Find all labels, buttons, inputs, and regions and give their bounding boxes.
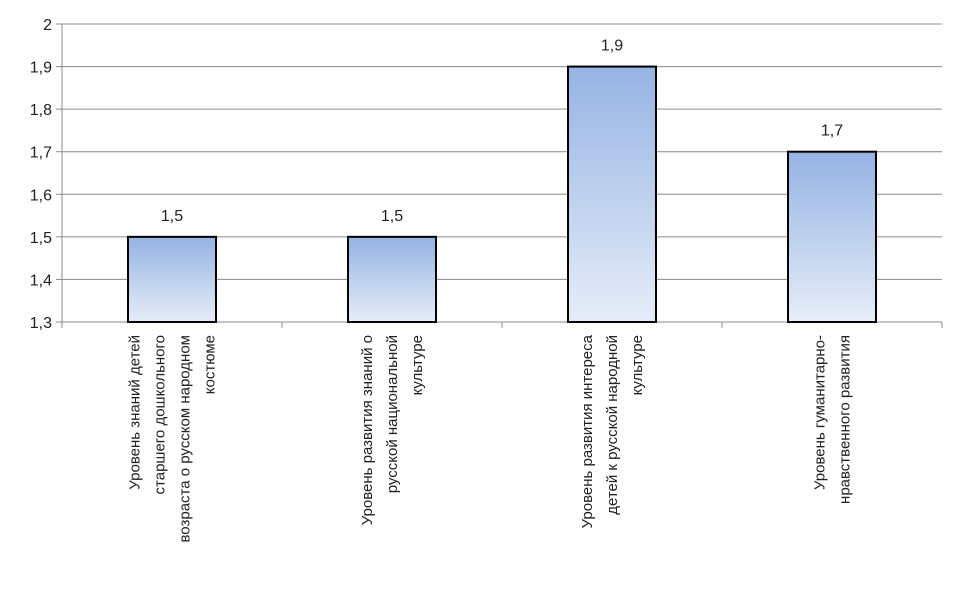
y-tick-label: 1,7: [30, 145, 52, 162]
bar: [567, 65, 657, 323]
category-label-line: Уровень развития знаний о: [359, 335, 376, 525]
labels: 1,3 1,4 1,5 1,6 1,7 1,8 1,9 2 1,5 Уровень знаний …: [30, 17, 854, 543]
data-label: 1,9: [601, 38, 623, 55]
y-tick-label: 1,3: [30, 315, 52, 332]
category-label-line: русской национальной: [384, 335, 401, 493]
y-tick-label: 1,8: [30, 102, 52, 119]
bars: [127, 65, 877, 324]
data-label: 1,5: [381, 208, 403, 225]
bar: [127, 235, 217, 324]
data-label: 1,5: [161, 208, 183, 225]
y-tick-label: 1,6: [30, 187, 52, 204]
bar: [347, 235, 437, 324]
category-label-line: культуре: [409, 335, 426, 395]
category-label-line: костюме: [202, 335, 219, 394]
category-label-line: нравственного развития: [837, 335, 854, 504]
category-label-line: Уровень гуманитарно-: [812, 335, 829, 490]
category-label-line: культуре: [629, 335, 646, 395]
category-label-line: Уровень знаний детей: [127, 335, 144, 490]
category-label-line: Уровень развития интереса: [579, 334, 596, 528]
category-label: Уровень знаний детей старшего дошкольного…: [127, 335, 219, 543]
category-label: Уровень гуманитарно-нравственного развит…: [812, 335, 854, 504]
category-label: Уровень развития знаний о русской национа…: [359, 335, 426, 525]
y-tick-label: 1,5: [30, 230, 52, 247]
y-tick-label: 1,9: [30, 60, 52, 77]
bar: [787, 150, 877, 323]
category-label-line: детей к русской народной: [604, 335, 621, 515]
y-tick-label: 2: [43, 17, 52, 34]
category-label-line: старшего дошкольного: [152, 335, 169, 494]
category-label-line: возраста о русском народном: [177, 335, 194, 543]
y-tick-label: 1,4: [30, 272, 52, 289]
data-label: 1,7: [821, 123, 843, 140]
category-label: Уровень развития интереса детей к русской…: [579, 334, 646, 528]
